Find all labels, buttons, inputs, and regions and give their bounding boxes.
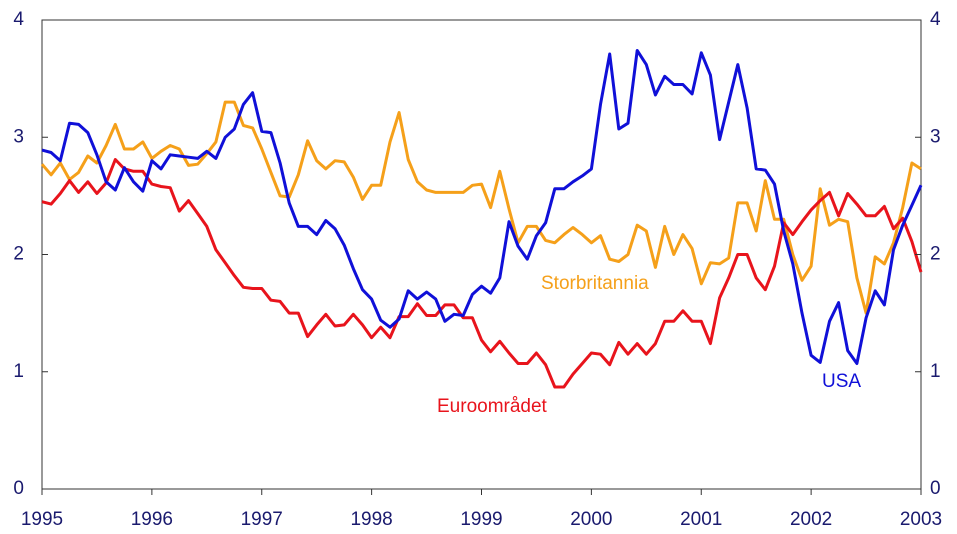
- x-tick-label: 2002: [790, 509, 832, 530]
- y2-tick-label: 0: [930, 478, 941, 499]
- y-tick-label: 1: [13, 361, 24, 382]
- x-tick-label: 1999: [460, 509, 502, 530]
- y-tick-label: 4: [13, 9, 24, 30]
- annotation: USA: [822, 371, 861, 392]
- series-line: [41, 158, 923, 389]
- y-tick-label: 3: [13, 126, 24, 147]
- x-tick-label: 2003: [900, 509, 942, 530]
- x-tick-label: 1995: [21, 509, 63, 530]
- y2-tick-label: 2: [930, 244, 941, 265]
- y2-tick-label: 1: [930, 361, 941, 382]
- annotation: Storbritannia: [541, 273, 649, 294]
- series-line: [40, 100, 922, 315]
- x-tick-label: 1998: [350, 509, 392, 530]
- x-tick-label: 1997: [241, 509, 283, 530]
- annotation: Euroområdet: [437, 396, 548, 417]
- y-tick-label: 0: [13, 478, 24, 499]
- x-tick-label: 2001: [680, 509, 722, 530]
- y2-tick-label: 4: [930, 9, 941, 30]
- series-line: [41, 49, 923, 365]
- y-tick-label: 2: [13, 244, 24, 265]
- x-tick-label: 1996: [131, 509, 173, 530]
- x-tick-label: 2000: [570, 509, 612, 530]
- y2-tick-label: 3: [930, 126, 941, 147]
